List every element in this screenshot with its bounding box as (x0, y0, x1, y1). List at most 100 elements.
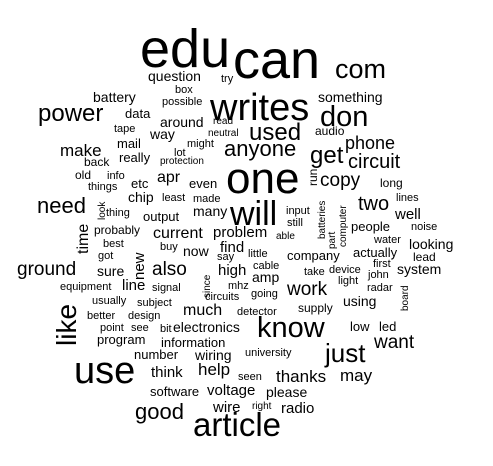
word-part: part (327, 231, 338, 249)
word-device: device (329, 264, 361, 276)
word-chip: chip (128, 189, 154, 205)
word-still: still (287, 217, 303, 229)
word-subject: subject (137, 297, 172, 309)
word-well: well (395, 206, 421, 223)
word-detector: detector (237, 306, 277, 318)
word-new: new (131, 252, 148, 280)
word-writes: writes (210, 87, 310, 129)
word-use: use (74, 350, 136, 392)
word-first: first (373, 258, 391, 270)
word-probably: probably (94, 223, 141, 237)
word-may: may (340, 366, 373, 385)
word-electronics: electronics (173, 319, 240, 335)
word-two: two (358, 193, 390, 215)
word-copy: copy (320, 170, 361, 191)
word-better: better (87, 310, 116, 322)
word-problem: problem (213, 224, 268, 241)
word-get: get (310, 142, 344, 169)
word-john: john (368, 269, 389, 281)
word-water: water (374, 234, 401, 246)
word-looking: looking (409, 236, 454, 252)
word-radar: radar (367, 282, 393, 294)
word-edu: edu (140, 19, 231, 79)
word-able: able (276, 231, 295, 242)
word-circuit: circuit (348, 151, 401, 173)
word-cable: cable (253, 260, 280, 272)
word-want: want (374, 332, 415, 353)
word-really: really (119, 150, 151, 165)
word-say: say (217, 251, 235, 263)
word-audio: audio (315, 124, 345, 138)
word-mail: mail (117, 136, 141, 151)
word-wiring: wiring (195, 347, 232, 363)
word-information: information (161, 335, 226, 350)
word-take: take (304, 266, 325, 278)
word-university: university (245, 347, 292, 359)
word-software: software (150, 384, 200, 399)
word-make: make (60, 141, 102, 160)
word-light: light (338, 275, 359, 287)
word-system: system (397, 261, 442, 277)
word-made: made (193, 193, 221, 205)
word-neutral: neutral (208, 128, 239, 139)
word-work: work (287, 279, 328, 300)
word-com: com (335, 54, 387, 84)
word-will: will (230, 195, 278, 233)
word-like: like (51, 303, 82, 346)
word-radio: radio (281, 400, 315, 417)
word-one: one (226, 154, 300, 203)
word-current: current (153, 225, 203, 242)
word-know: know (257, 312, 325, 344)
word-high: high (218, 262, 247, 279)
word-bit: bit (160, 323, 172, 335)
word-seen: seen (238, 371, 262, 383)
word-noise: noise (411, 221, 438, 233)
word-low: low (350, 319, 370, 334)
word-things: things (88, 181, 118, 193)
word-mhz: mhz (228, 280, 249, 292)
word-used: used (249, 119, 302, 146)
word-got: got (98, 250, 114, 262)
word-long: long (380, 176, 403, 190)
word-program: program (97, 332, 146, 347)
word-design: design (128, 310, 161, 322)
word-good: good (135, 399, 184, 424)
word-back: back (84, 155, 110, 169)
word-input: input (286, 205, 310, 217)
word-time: time (75, 223, 92, 254)
word-look: look (97, 201, 108, 220)
word-little: little (248, 248, 268, 260)
word-actually: actually (353, 245, 398, 260)
word-something: something (318, 89, 383, 105)
word-think: think (151, 364, 183, 381)
word-output: output (143, 209, 180, 224)
word-signal: signal (152, 282, 181, 294)
word-help: help (198, 360, 231, 379)
word-supply: supply (298, 301, 333, 315)
word-please: please (266, 384, 308, 400)
word-usually: usually (92, 295, 127, 307)
word-using: using (343, 293, 377, 309)
word-power: power (38, 100, 104, 127)
word-anyone: anyone (224, 136, 297, 161)
word-phone: phone (345, 133, 396, 153)
word-even: even (189, 176, 218, 191)
word-line: line (122, 277, 146, 294)
word-box: box (175, 84, 193, 96)
word-apr: apr (157, 169, 181, 186)
word-wire: wire (213, 399, 241, 416)
word-way: way (150, 126, 175, 142)
word-best: best (103, 238, 124, 250)
word-lot: lot (174, 147, 186, 159)
word-buy: buy (160, 241, 178, 253)
word-also: also (152, 259, 187, 280)
word-least: least (162, 192, 186, 204)
word-old: old (75, 168, 92, 182)
word-point: point (100, 322, 124, 334)
word-lead: lead (413, 250, 436, 264)
word-battery: battery (93, 89, 136, 105)
word-don: don (320, 101, 369, 133)
word-lines: lines (396, 192, 419, 204)
word-number: number (134, 347, 179, 362)
